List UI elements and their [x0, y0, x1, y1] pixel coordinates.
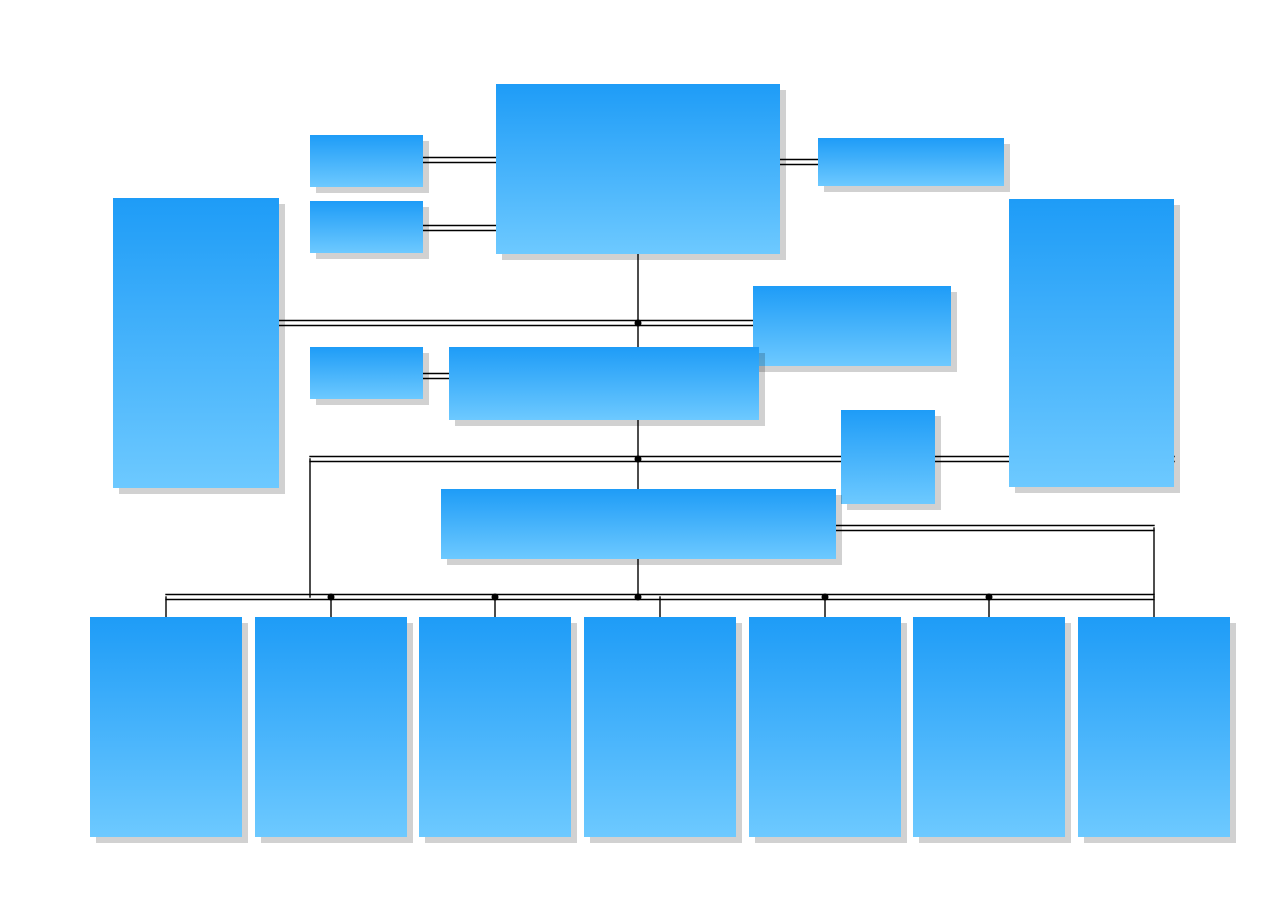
node-leaf-7 [1078, 617, 1230, 837]
node-left-tall [113, 198, 279, 488]
node-leaf-2 [255, 617, 407, 837]
node-right-tall [1009, 199, 1174, 487]
node-leaf-6 [913, 617, 1065, 837]
org-chart-diagram [0, 0, 1280, 904]
node-leaf-5 [749, 617, 901, 837]
node-leaf-3 [419, 617, 571, 837]
node-mid-center-bar [449, 347, 759, 420]
node-mid-small-left [310, 347, 423, 399]
node-leaf-4 [584, 617, 736, 837]
node-mid-right-block [753, 286, 951, 366]
node-top-right-bar [818, 138, 1004, 186]
node-top-small-2 [310, 201, 423, 253]
node-leaf-1 [90, 617, 242, 837]
node-lower-wide-bar [441, 489, 836, 559]
node-top-small-1 [310, 135, 423, 187]
node-mid-square [841, 410, 935, 504]
node-top-main [496, 84, 780, 254]
